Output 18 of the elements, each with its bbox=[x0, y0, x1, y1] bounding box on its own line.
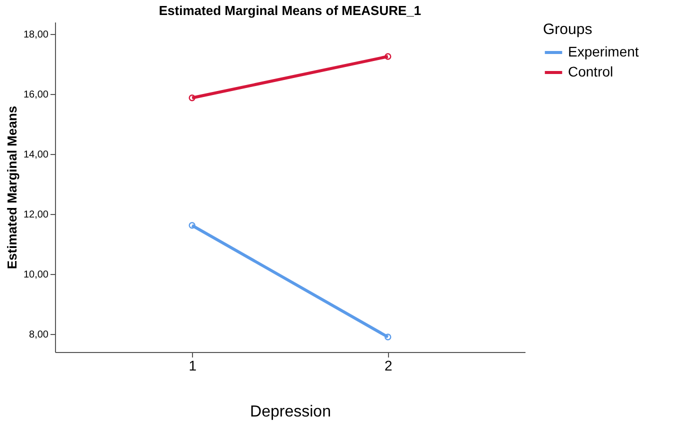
y-tick-label: 10,00 bbox=[23, 270, 49, 280]
x-tick-label: 1 bbox=[188, 358, 197, 374]
y-axis-title: Estimated Marginal Means bbox=[4, 106, 20, 270]
y-tick-label: 14,00 bbox=[23, 150, 49, 160]
y-tick-label: 16,00 bbox=[23, 90, 49, 100]
y-tick-label: 12,00 bbox=[23, 210, 49, 220]
legend-label: Control bbox=[568, 64, 614, 80]
x-tick-label: 2 bbox=[384, 358, 393, 374]
legend-title: Groups bbox=[543, 21, 592, 38]
y-tick-label: 8,00 bbox=[29, 330, 49, 340]
point bbox=[384, 334, 392, 340]
point bbox=[384, 53, 392, 60]
y-tick-label: 18,00 bbox=[23, 30, 49, 40]
legend-label: Experiment bbox=[568, 44, 639, 60]
chart-title: Estimated Marginal Means of MEASURE_1 bbox=[158, 3, 422, 18]
x-axis-title: Depression bbox=[250, 404, 331, 420]
point bbox=[188, 94, 196, 102]
point bbox=[188, 222, 196, 229]
